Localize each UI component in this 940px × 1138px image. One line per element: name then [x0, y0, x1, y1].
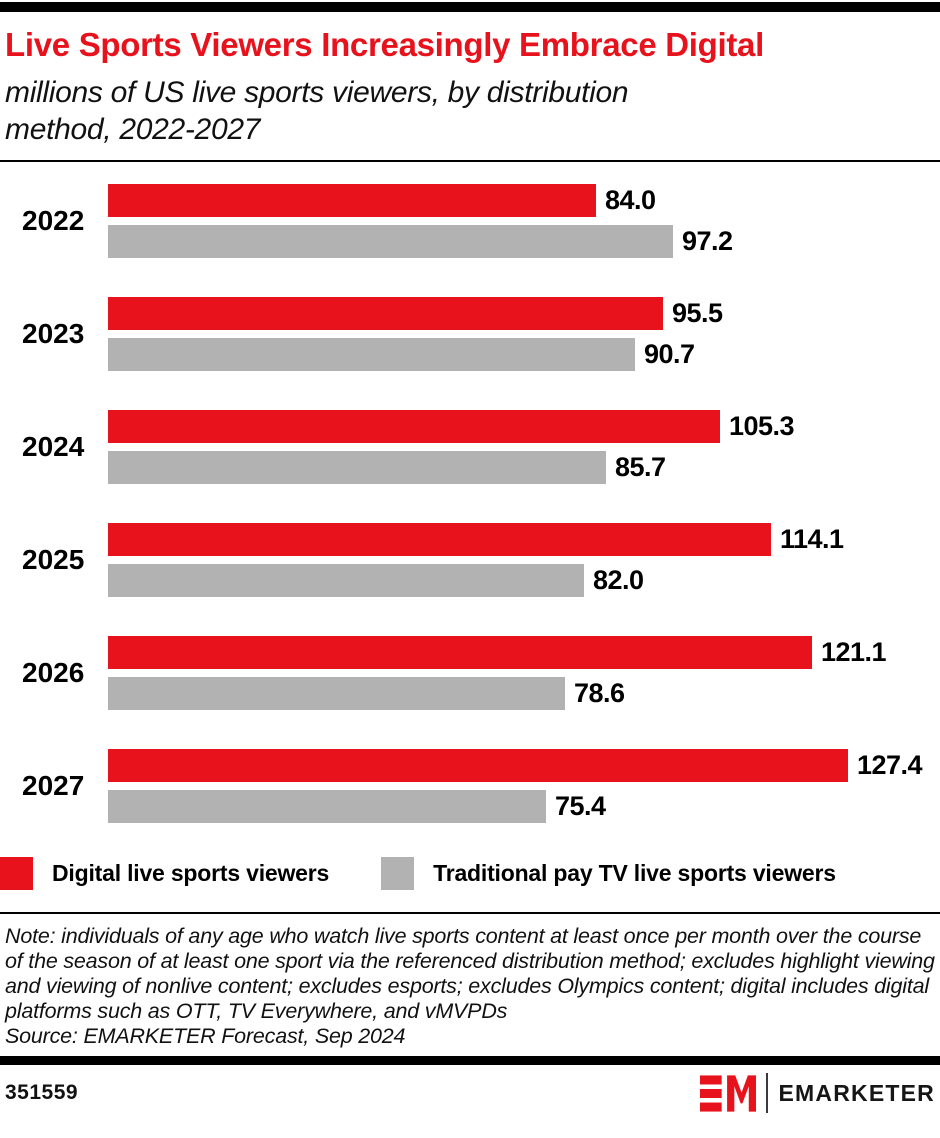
paytv-bar	[108, 677, 565, 710]
digital-bar	[108, 297, 663, 330]
bar-line: 84.0	[108, 184, 940, 217]
paytv-bar	[108, 225, 673, 258]
value-label: 95.5	[672, 298, 723, 328]
paytv-bar	[108, 564, 584, 597]
value-label: 127.4	[857, 750, 923, 780]
year-label: 2024	[22, 431, 85, 462]
chart-id: 351559	[5, 1081, 79, 1104]
top-black-strip	[0, 2, 940, 12]
chart-row-2024: 2024 105.3 85.7	[0, 410, 940, 484]
legend-item-digital: Digital live sports viewers	[0, 857, 329, 890]
bar-group: 95.5 90.7	[108, 297, 940, 371]
bar-line: 97.2	[108, 225, 940, 258]
footer: 351559 EMARKETER	[0, 1073, 940, 1113]
value-label: 97.2	[682, 226, 733, 256]
legend-label-digital: Digital live sports viewers	[52, 860, 330, 886]
bar-line: 85.7	[108, 451, 940, 484]
bar-group: 114.1 82.0	[108, 523, 940, 597]
chart-row-2023: 2023 95.5 90.7	[0, 297, 940, 371]
value-label: 90.7	[644, 339, 695, 369]
chart-row-2027: 2027 127.4 75.4	[0, 749, 940, 823]
digital-bar	[108, 636, 812, 669]
value-label: 78.6	[574, 678, 625, 708]
value-label: 114.1	[780, 524, 844, 554]
value-label: 105.3	[729, 411, 795, 441]
bar-line: 78.6	[108, 677, 940, 710]
header-divider-line	[0, 160, 940, 162]
bar-line: 82.0	[108, 564, 940, 597]
year-label: 2025	[22, 544, 85, 575]
paytv-legend-swatch-icon	[381, 857, 415, 890]
digital-bar	[108, 749, 848, 782]
bottom-black-strip	[0, 1056, 940, 1065]
chart-legend: Digital live sports viewers Traditional …	[0, 857, 940, 890]
year-label: 2026	[22, 657, 85, 688]
footnote-block: Note: individuals of any age who watch l…	[0, 924, 940, 1049]
chart-row-2026: 2026 121.1 78.6	[0, 636, 940, 710]
bar-line: 75.4	[108, 790, 940, 823]
value-label: 85.7	[615, 452, 666, 482]
paytv-bar	[108, 451, 606, 484]
bar-line: 90.7	[108, 338, 940, 371]
digital-bar	[108, 184, 596, 217]
note-text: Note: individuals of any age who watch l…	[5, 924, 935, 1023]
value-label: 75.4	[555, 791, 606, 821]
chart-row-2025: 2025 114.1 82.0	[0, 523, 940, 597]
paytv-bar	[108, 790, 546, 823]
chart-row-2022: 2022 84.0 97.2	[0, 184, 940, 258]
value-label: 82.0	[593, 565, 644, 595]
bar-line: 114.1	[108, 523, 940, 556]
brand-wordmark: EMARKETER	[778, 1079, 935, 1106]
em-monogram-icon	[699, 1074, 756, 1112]
bar-line: 121.1	[108, 636, 940, 669]
bar-group: 127.4 75.4	[108, 749, 940, 823]
legend-divider-line	[0, 912, 940, 914]
digital-bar	[108, 410, 720, 443]
digital-legend-swatch-icon	[0, 857, 33, 890]
value-label: 121.1	[821, 637, 887, 667]
bar-group: 121.1 78.6	[108, 636, 940, 710]
emarketer-logo: EMARKETER	[699, 1073, 935, 1113]
bar-group: 105.3 85.7	[108, 410, 940, 484]
year-label: 2023	[22, 318, 85, 349]
bar-line: 127.4	[108, 749, 940, 782]
page-title: Live Sports Viewers Increasingly Embrace…	[5, 26, 764, 63]
paytv-bar	[108, 338, 635, 371]
legend-label-paytv: Traditional pay TV live sports viewers	[433, 860, 836, 886]
value-label: 84.0	[605, 185, 656, 215]
source-text: Source: EMARKETER Forecast, Sep 2024	[5, 1024, 406, 1048]
digital-bar	[108, 523, 771, 556]
year-label: 2022	[22, 205, 85, 236]
bar-line: 95.5	[108, 297, 940, 330]
bar-group: 84.0 97.2	[108, 184, 940, 258]
logo-divider	[765, 1073, 768, 1113]
bar-line: 105.3	[108, 410, 940, 443]
bar-chart: 2022 84.0 97.2 2023 95.5 90.7 2024 105.3 85.7 202…	[0, 184, 940, 823]
year-label: 2027	[22, 770, 85, 801]
page-subtitle: millions of US live sports viewers, by d…	[5, 76, 629, 146]
legend-item-paytv: Traditional pay TV live sports viewers	[381, 857, 836, 890]
